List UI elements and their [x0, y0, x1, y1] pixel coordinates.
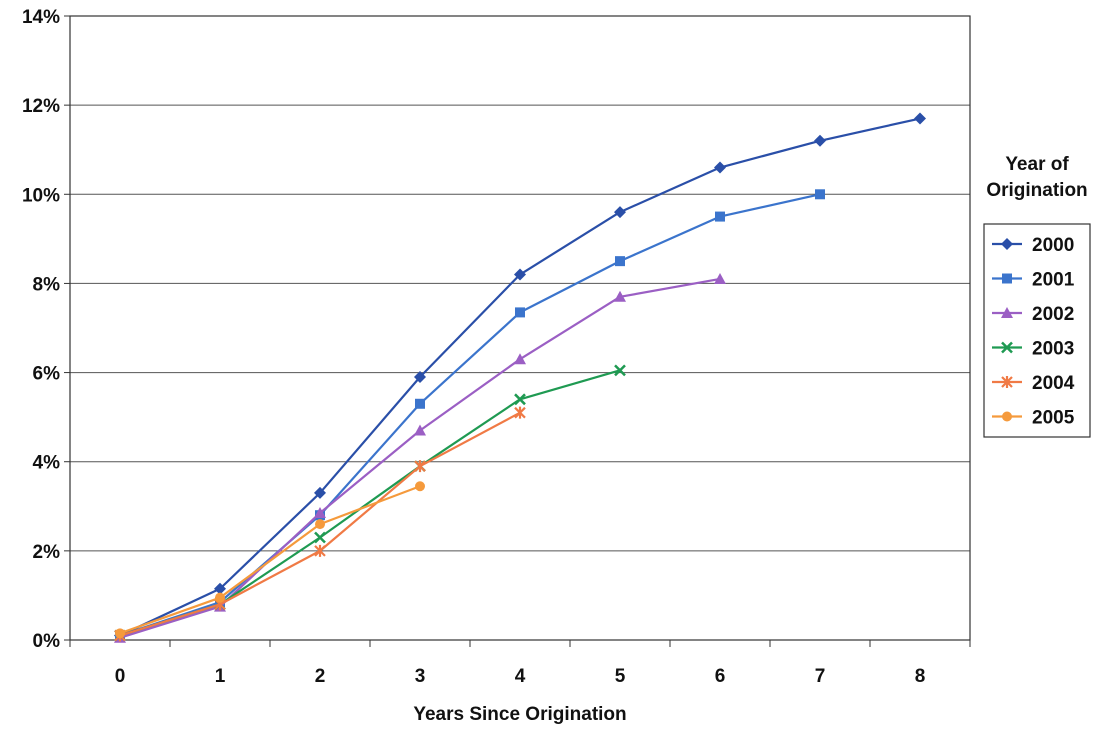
y-tick-label: 10%: [22, 185, 60, 206]
series-2001: [115, 189, 825, 641]
legend: 2000 2001 2002 2003 2004 2005: [983, 223, 1091, 438]
x-axis-label: Years Since Origination: [413, 704, 626, 725]
data-point: [514, 268, 526, 281]
x-tick-label: 5: [615, 666, 626, 687]
y-tick-label: 8%: [33, 274, 61, 295]
legend-item-2004: 2004: [992, 373, 1075, 394]
legend-label: 2000: [1032, 235, 1074, 256]
data-point: [115, 628, 125, 639]
data-point: [314, 544, 326, 557]
data-point: [614, 290, 626, 302]
x-tick-label: 2: [315, 666, 326, 687]
x-tick-label: 7: [815, 666, 826, 687]
series-2000: [114, 112, 926, 642]
x-tick-label: 4: [515, 666, 526, 687]
data-point: [414, 371, 426, 384]
legend-marker: [1002, 273, 1012, 284]
x-tick-label: 8: [915, 666, 926, 687]
data-point: [614, 364, 626, 377]
legend-label: 2002: [1032, 304, 1074, 325]
y-tick-label: 12%: [22, 96, 60, 117]
data-point: [914, 112, 926, 125]
x-tick-label: 0: [115, 666, 126, 687]
legend-label: 2003: [1032, 339, 1074, 360]
legend-label: 2005: [1032, 408, 1075, 429]
data-point: [314, 486, 326, 499]
legend-box: [983, 223, 1091, 438]
gridlines: [70, 15, 970, 641]
data-point: [614, 206, 626, 219]
data-point: [814, 134, 826, 147]
data-point: [414, 424, 426, 436]
series-line: [119, 193, 821, 637]
data-point: [514, 353, 526, 365]
data-point: [615, 256, 625, 267]
y-tick-label: 2%: [33, 542, 61, 563]
data-point: [415, 398, 425, 409]
data-point: [515, 307, 525, 318]
plot-area: [69, 15, 971, 641]
legend-marker: [1002, 411, 1012, 422]
legend-marker: [1001, 376, 1013, 388]
series-2005: [115, 481, 425, 639]
legend-item-2003: 2003: [992, 339, 1074, 360]
data-point: [514, 406, 526, 419]
legend-item-2002: 2002: [992, 304, 1074, 325]
legend-item-2001: 2001: [992, 270, 1075, 291]
data-point: [714, 272, 726, 284]
y-tick-label: 14%: [22, 7, 60, 28]
data-point: [314, 506, 326, 518]
data-point: [715, 211, 725, 222]
legend-item-2000: 2000: [992, 235, 1074, 256]
data-point: [315, 519, 325, 530]
x-axis-ticks: 0 1 2 3 4 5 6 7 8: [115, 666, 926, 687]
y-tick-label: 4%: [33, 453, 61, 474]
data-point: [815, 189, 825, 200]
series-line: [119, 485, 421, 635]
y-axis-ticks: 0% 2% 4% 6% 8% 10% 12% 14%: [22, 7, 70, 652]
x-tick-label: 1: [215, 666, 226, 687]
data-point: [415, 481, 425, 492]
legend-title-line: Origination: [986, 180, 1087, 201]
data-point: [714, 161, 726, 174]
data-point: [215, 592, 225, 603]
legend-marker: [1001, 341, 1013, 354]
data-point: [214, 582, 226, 595]
legend-title-line: Year of: [1005, 154, 1069, 175]
series-line: [119, 277, 721, 639]
x-axis-tick-marks: [69, 640, 971, 647]
legend-label: 2004: [1032, 373, 1075, 394]
series-line: [119, 117, 921, 637]
series-line: [119, 369, 621, 637]
x-tick-label: 3: [415, 666, 426, 687]
legend-label: 2001: [1032, 270, 1075, 291]
legend-item-2005: 2005: [992, 408, 1075, 429]
y-tick-label: 0%: [33, 631, 61, 652]
legend-marker: [1001, 238, 1013, 250]
legend-marker: [1001, 307, 1013, 318]
x-tick-label: 6: [715, 666, 726, 687]
data-point: [514, 393, 526, 406]
series-group: [114, 112, 926, 643]
data-point: [314, 531, 326, 544]
data-point: [414, 460, 426, 473]
series-2003: [114, 364, 626, 642]
legend-title: Year of Origination: [986, 154, 1087, 201]
y-tick-label: 6%: [33, 364, 61, 385]
series-2002: [114, 272, 726, 643]
